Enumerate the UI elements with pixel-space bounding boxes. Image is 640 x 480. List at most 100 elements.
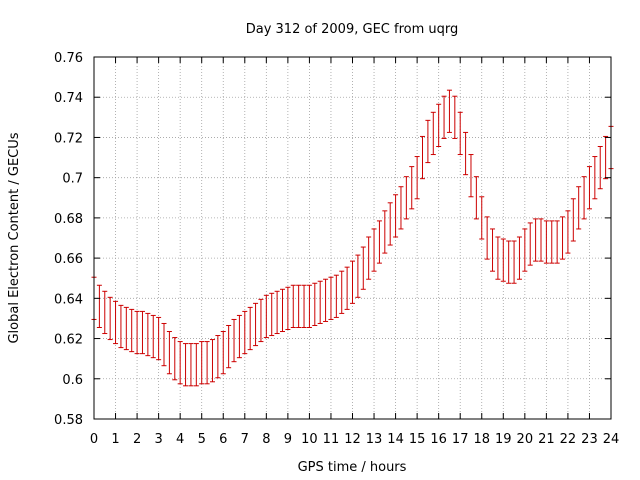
data-point xyxy=(279,288,285,333)
x-tick-label: 13 xyxy=(366,432,383,447)
x-tick-label: 2 xyxy=(133,432,141,447)
y-axis-label: Global Electron Content / GECUs xyxy=(7,132,22,343)
data-point xyxy=(274,290,280,335)
data-point xyxy=(118,304,124,349)
data-point xyxy=(414,156,420,200)
data-point xyxy=(220,331,226,375)
data-point xyxy=(430,111,436,156)
data-point xyxy=(355,254,361,298)
axis-ticks xyxy=(93,56,612,420)
x-tick-label: 1 xyxy=(111,432,119,447)
data-point xyxy=(188,343,194,387)
data-point xyxy=(586,166,592,210)
data-point xyxy=(134,310,140,355)
x-tick-label: 8 xyxy=(262,432,270,447)
data-point xyxy=(339,270,345,314)
data-point xyxy=(96,284,102,328)
data-point xyxy=(500,238,506,282)
data-point xyxy=(533,218,539,262)
data-point xyxy=(290,284,296,328)
data-point xyxy=(317,280,323,324)
data-point xyxy=(457,111,463,156)
data-point xyxy=(446,89,452,133)
x-tick-label: 3 xyxy=(154,432,162,447)
data-point xyxy=(123,306,129,351)
data-point xyxy=(323,278,329,322)
chart-title: Day 312 of 2009, GEC from uqrg xyxy=(246,22,459,37)
data-point xyxy=(366,236,372,280)
data-point xyxy=(452,95,458,139)
data-point xyxy=(441,95,447,139)
x-tick-label: 23 xyxy=(581,432,598,447)
data-point xyxy=(398,186,404,230)
data-point xyxy=(236,314,242,359)
data-point xyxy=(576,186,582,230)
data-point xyxy=(403,176,409,220)
data-point xyxy=(371,228,377,272)
x-tick-label: 21 xyxy=(538,432,555,447)
data-point xyxy=(538,218,544,262)
x-tick-label: 19 xyxy=(495,432,512,447)
data-point xyxy=(113,300,119,345)
data-point xyxy=(479,196,485,240)
data-point xyxy=(350,260,355,304)
y-tick-label: 0.72 xyxy=(54,131,83,146)
x-tick-label: 10 xyxy=(301,432,318,447)
data-point xyxy=(226,324,232,369)
y-tick-label: 0.7 xyxy=(62,172,83,187)
data-point xyxy=(393,194,399,238)
data-point xyxy=(484,216,490,260)
data-point xyxy=(139,310,145,355)
data-point xyxy=(436,103,442,147)
data-point xyxy=(145,312,151,357)
data-point xyxy=(306,284,312,328)
data-point xyxy=(565,210,571,254)
data-point xyxy=(560,216,566,260)
x-tick-label: 17 xyxy=(452,432,469,447)
data-point xyxy=(177,341,183,385)
data-point xyxy=(570,198,576,242)
data-point xyxy=(231,318,237,363)
x-tick-label: 15 xyxy=(409,432,426,447)
data-point xyxy=(247,306,253,351)
data-point xyxy=(209,339,215,383)
gec-series xyxy=(91,89,614,387)
data-point xyxy=(511,240,517,284)
data-point xyxy=(425,119,431,164)
data-point xyxy=(166,331,172,375)
data-point xyxy=(360,246,366,290)
x-tick-label: 4 xyxy=(176,432,184,447)
y-tick-label: 0.6 xyxy=(62,373,83,388)
data-point xyxy=(581,176,587,220)
data-point xyxy=(204,341,210,385)
data-point xyxy=(102,290,108,335)
x-tick-label: 20 xyxy=(517,432,534,447)
x-tick-label: 11 xyxy=(323,432,340,447)
data-point xyxy=(549,220,555,264)
x-tick-label: 18 xyxy=(473,432,490,447)
y-tick-labels: 0.58 0.6 0.62 0.64 0.66 0.68 0.7 0.72 0.74 0.76 xyxy=(54,51,83,428)
data-point xyxy=(473,176,479,220)
data-point xyxy=(328,276,334,320)
data-point xyxy=(387,202,393,246)
data-point xyxy=(242,310,248,355)
data-point xyxy=(258,298,264,343)
x-tick-label: 24 xyxy=(603,432,620,447)
y-tick-label: 0.64 xyxy=(54,292,83,307)
x-tick-label: 9 xyxy=(284,432,292,447)
x-tick-label: 5 xyxy=(198,432,206,447)
data-point xyxy=(172,337,178,381)
data-point xyxy=(463,131,469,176)
x-tick-label: 16 xyxy=(430,432,447,447)
y-tick-label: 0.66 xyxy=(54,252,83,267)
data-point xyxy=(312,282,318,326)
x-tick-labels: 0 1 2 3 4 5 6 7 8 9 10 11 12 13 14 15 16 17 18 19 20 21 22 23 24 xyxy=(90,432,619,447)
x-tick-label: 22 xyxy=(560,432,577,447)
data-point xyxy=(183,343,189,387)
data-point xyxy=(333,274,339,318)
data-point xyxy=(215,335,221,379)
data-point xyxy=(161,322,167,367)
data-point xyxy=(199,341,205,385)
y-tick-label: 0.76 xyxy=(54,51,83,66)
